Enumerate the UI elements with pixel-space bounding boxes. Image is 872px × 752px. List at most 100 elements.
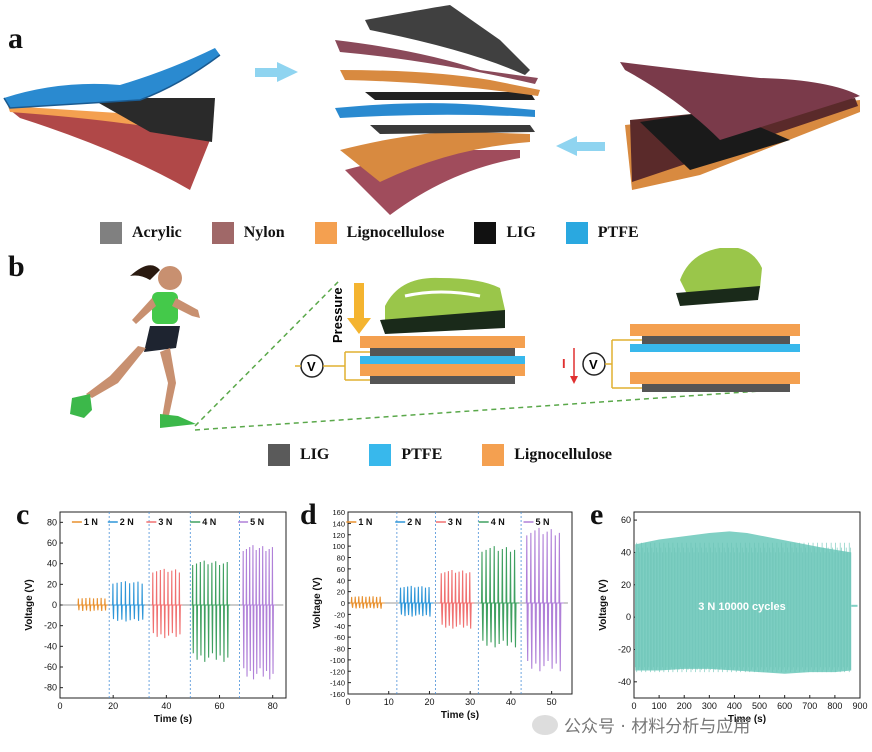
series-4n xyxy=(191,560,231,662)
voltmeter-left-label: V xyxy=(307,359,316,374)
x-tick-label: 100 xyxy=(652,701,667,711)
legend-label: 3 N xyxy=(448,517,462,527)
arrow-right-icon xyxy=(255,62,298,82)
plot-frame xyxy=(633,511,861,699)
y-tick-label: 80 xyxy=(47,517,57,527)
series-1n xyxy=(77,597,108,612)
legend-a-lignocellulose-label: Lignocellulose xyxy=(346,224,445,241)
y-tick-label: -40 xyxy=(334,622,345,631)
y-tick-label: 120 xyxy=(332,531,345,540)
y-tick-label: -60 xyxy=(44,662,57,672)
cycles-annotation: 3 N 10000 cycles xyxy=(698,601,785,613)
series-2n xyxy=(111,581,146,622)
panel-label-e: e xyxy=(590,498,604,531)
legend-b-lig-swatch xyxy=(268,444,290,466)
right-device xyxy=(620,62,860,190)
x-tick-label: 60 xyxy=(215,701,225,711)
y-tick-label: 80 xyxy=(337,554,345,563)
y-tick-label: 0 xyxy=(341,599,345,608)
legend-a-lig-label: LIG xyxy=(506,224,536,241)
series-line xyxy=(151,568,183,639)
legend-b-lignocellulose: Lignocellulose xyxy=(482,444,612,466)
x-tick-label: 700 xyxy=(802,701,817,711)
legend-b-lig: LIG xyxy=(268,444,329,466)
legend-b-ptfe-label: PTFE xyxy=(401,446,443,463)
y-tick-label: -80 xyxy=(44,683,57,693)
y-tick-label: 160 xyxy=(332,508,345,517)
x-tick-label: 300 xyxy=(702,701,717,711)
y-tick-label: 100 xyxy=(332,542,345,551)
x-tick-label: 40 xyxy=(506,697,516,707)
series-line xyxy=(525,527,564,672)
x-tick-label: 500 xyxy=(752,701,767,711)
x-tick-label: 0 xyxy=(631,701,636,711)
x-tick-label: 900 xyxy=(852,701,867,711)
y-tick-label: -160 xyxy=(330,690,345,699)
runner-diagram: Pressure V V I xyxy=(70,248,800,431)
legend-label: 5 N xyxy=(535,517,549,527)
y-tick-label: 0 xyxy=(626,612,631,622)
legend-a-ptfe: PTFE xyxy=(565,222,639,244)
left-device xyxy=(3,48,221,190)
panel-label-b: b xyxy=(8,250,25,283)
x-tick-label: 400 xyxy=(727,701,742,711)
legend-a-ptfe-label: PTFE xyxy=(597,224,639,241)
x-tick-label: 10 xyxy=(384,697,394,707)
series-3n xyxy=(151,568,183,639)
y-tick-label: 60 xyxy=(337,565,345,574)
series-5n xyxy=(242,545,276,680)
legend-a-lig-swatch xyxy=(474,222,497,244)
shoe-lifted-icon xyxy=(676,248,762,306)
y-tick-label: 40 xyxy=(47,559,57,569)
series-line xyxy=(398,585,434,617)
x-tick-label: 0 xyxy=(57,701,62,711)
legend-label: 3 N xyxy=(158,517,172,527)
chart-c: 0 20 40 60 80 -80 -60 -40 -20 0 20 40 60 80 Time (s) Vo… xyxy=(24,511,287,725)
legend-a: Acrylic Nylon Lignocellulose LIG PTFE xyxy=(100,222,669,244)
y-tick-label: 140 xyxy=(332,519,345,528)
panel-label-d: d xyxy=(300,498,317,531)
legend-a-ptfe-swatch xyxy=(565,222,588,244)
x-tick-label: 800 xyxy=(827,701,842,711)
compressed-device xyxy=(295,336,525,384)
runner-figure xyxy=(70,265,200,428)
y-tick-label: -60 xyxy=(334,633,345,642)
series-line xyxy=(242,545,276,680)
series-line xyxy=(77,597,108,612)
series-line xyxy=(350,596,385,609)
x-tick-label: 600 xyxy=(777,701,792,711)
zoom-line-top xyxy=(194,279,341,427)
y-tick-label: 20 xyxy=(337,588,345,597)
y-tick-label: -80 xyxy=(334,645,345,654)
shoe-pressed-icon xyxy=(380,277,505,334)
legend-b-ptfe-swatch xyxy=(369,444,392,466)
y-tick-label: 60 xyxy=(621,515,631,525)
separated-device xyxy=(570,324,800,392)
y-tick-label: -40 xyxy=(44,641,57,651)
y-axis-label: Voltage (V) xyxy=(598,579,609,630)
legend-label: 4 N xyxy=(202,517,216,527)
cycle-texture xyxy=(634,542,852,673)
legend-label: 1 N xyxy=(358,517,372,527)
series-line xyxy=(439,570,475,629)
x-axis-label: Time (s) xyxy=(728,714,766,725)
y-axis-label: Voltage (V) xyxy=(24,579,35,630)
y-tick-label: -20 xyxy=(618,644,631,654)
legend-b-lig-label: LIG xyxy=(300,446,330,463)
legend-label: 2 N xyxy=(120,517,134,527)
legend-b-lignocellulose-swatch xyxy=(482,444,505,466)
current-label: I xyxy=(562,356,566,371)
voltmeter-right-label: V xyxy=(589,357,598,372)
series-line xyxy=(191,560,231,662)
legend-label: 5 N xyxy=(250,517,264,527)
y-tick-label: -140 xyxy=(330,679,345,688)
legend-a-lignocellulose-swatch xyxy=(314,222,337,244)
legend-a-lig: LIG xyxy=(474,222,536,244)
series-2n xyxy=(398,585,434,617)
y-tick-label: 20 xyxy=(621,580,631,590)
legend-a-acrylic: Acrylic xyxy=(100,222,182,244)
series-line xyxy=(480,546,520,648)
legend-label: 1 N xyxy=(84,517,98,527)
legend-a-lignocellulose: Lignocellulose xyxy=(314,222,445,244)
series-3n xyxy=(439,570,475,629)
